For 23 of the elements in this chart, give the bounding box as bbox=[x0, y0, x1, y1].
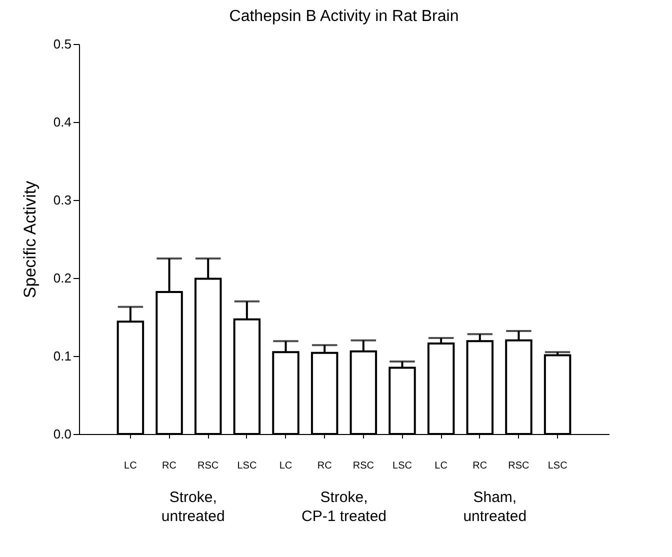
text: Stroke, untreated bbox=[161, 489, 225, 525]
x-tick-label: LC bbox=[279, 460, 292, 472]
y-tick-label: 0.3 bbox=[53, 192, 72, 208]
x-tick-label: RSC bbox=[508, 460, 530, 472]
y-tick-label: 0.1 bbox=[53, 348, 72, 364]
x-tick-label: RC bbox=[162, 460, 176, 472]
chart-title: Cathepsin B Activity in Rat Brain bbox=[229, 8, 459, 25]
x-tick-label: LSC bbox=[392, 460, 412, 472]
x-tick-label: RSC bbox=[198, 460, 219, 472]
x-tick-label: RSC bbox=[352, 460, 374, 472]
x-tick-label: LSC bbox=[237, 460, 257, 472]
y-tick-label: 0.4 bbox=[53, 114, 72, 130]
y-tick-label: 0.5 bbox=[53, 36, 72, 52]
x-tick-label: LC bbox=[124, 460, 137, 472]
x-tick-label: RC bbox=[472, 460, 488, 472]
x-tick-label: LSC bbox=[548, 460, 568, 472]
text: Stroke, CP-1 treated bbox=[301, 489, 387, 525]
y-tick-label: 0.2 bbox=[53, 270, 72, 286]
text: Sham, untreated bbox=[463, 489, 527, 525]
x-tick-label: LC bbox=[434, 460, 448, 472]
y-axis-title: Specific Activity bbox=[20, 180, 40, 298]
y-tick-label: 0.0 bbox=[53, 426, 72, 442]
x-tick-label: RC bbox=[317, 460, 332, 472]
